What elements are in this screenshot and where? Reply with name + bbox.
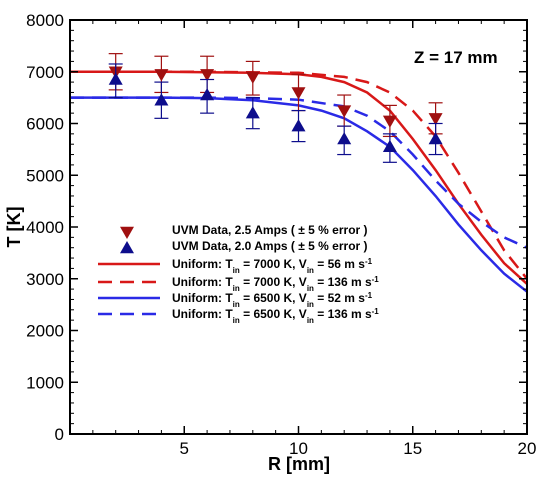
data-point xyxy=(337,132,352,145)
series-markers xyxy=(108,53,443,163)
data-point xyxy=(154,93,169,106)
data-point xyxy=(154,69,169,82)
x-axis-title: R [mm] xyxy=(268,454,330,474)
data-point xyxy=(200,69,215,82)
legend-label: Uniform: Tin = 7000 K, Vin = 136 m s-1 xyxy=(172,275,379,293)
y-tick-label: 5000 xyxy=(26,166,64,185)
data-point xyxy=(382,139,397,153)
y-tick-label: 7000 xyxy=(26,63,64,82)
legend-marker xyxy=(120,241,134,254)
data-point xyxy=(291,87,306,100)
x-tick-label: 10 xyxy=(289,439,308,458)
data-point xyxy=(245,71,260,84)
y-tick-label: 8000 xyxy=(26,11,64,30)
legend-label: UVM Data, 2.5 Amps ( ± 5 % error ) xyxy=(172,223,368,237)
y-tick-label: 4000 xyxy=(26,218,64,237)
legend-label: Uniform: Tin = 6500 K, Vin = 136 m s-1 xyxy=(172,307,379,325)
series-lines xyxy=(70,70,527,293)
data-point xyxy=(245,106,260,119)
data-point xyxy=(108,72,123,85)
annotation-label: Z = 17 mm xyxy=(414,48,498,67)
data-point xyxy=(382,115,397,128)
y-tick-label: 6000 xyxy=(26,115,64,134)
axes: 0 1000 2000 3000 4000 5000 6000 7000 8000 5 10 15 20 xyxy=(26,11,536,458)
series-line xyxy=(70,96,527,249)
y-tick-label: 2000 xyxy=(26,322,64,341)
legend-label: Uniform: Tin = 7000 K, Vin = 56 m s-1 xyxy=(172,257,373,275)
data-point xyxy=(291,119,306,132)
legend-label: UVM Data, 2.0 Amps ( ± 5 % error ) xyxy=(172,239,368,253)
x-tick-label: 5 xyxy=(180,439,189,458)
x-tick-label: 20 xyxy=(518,439,537,458)
data-point xyxy=(428,132,443,145)
data-point xyxy=(428,113,443,126)
y-tick-label: 1000 xyxy=(26,373,64,392)
legend: UVM Data, 2.5 Amps ( ± 5 % error ) UVM Da… xyxy=(98,223,379,325)
series-line xyxy=(70,70,527,280)
x-tick-label: 15 xyxy=(403,439,422,458)
y-tick-label: 0 xyxy=(55,425,64,444)
legend-label: Uniform: Tin = 6500 K, Vin = 52 m s-1 xyxy=(172,291,373,309)
y-axis-title: T [K] xyxy=(4,207,24,248)
legend-marker xyxy=(120,226,134,239)
y-tick-label: 3000 xyxy=(26,270,64,289)
data-point xyxy=(337,105,352,118)
data-point xyxy=(200,88,215,101)
